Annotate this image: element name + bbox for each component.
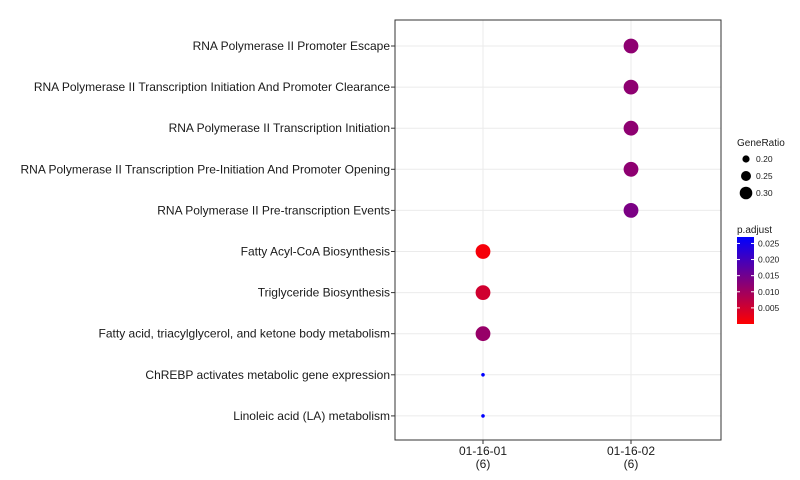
legend-size-key (739, 186, 753, 200)
data-point (475, 244, 491, 259)
data-points (475, 38, 639, 418)
x-tick-label: 01-16-01 (459, 444, 507, 458)
legend-color-label: 0.020 (758, 255, 780, 265)
y-tick-label: Fatty Acyl-CoA Biosynthesis (241, 245, 390, 259)
x-tick-label: 01-16-02 (607, 444, 655, 458)
legend-color-label: 0.025 (758, 238, 780, 248)
x-tick-sublabel: (6) (624, 457, 639, 471)
legend-size-title: GeneRatio (737, 138, 785, 149)
legend-size-key (742, 155, 750, 163)
legend-color-label: 0.010 (758, 287, 780, 297)
legend-gene-ratio: GeneRatio 0.20 0.25 0.30 (737, 138, 785, 200)
legend-color-bar (737, 237, 754, 324)
legend-size-label: 0.25 (756, 171, 773, 181)
y-tick-label: RNA Polymerase II Transcription Initiati… (34, 80, 390, 94)
y-tick-label: RNA Polymerase II Transcription Initiati… (169, 121, 390, 135)
legend-size-key (741, 171, 751, 181)
y-axis: RNA Polymerase II Promoter Escape RNA Pol… (20, 39, 395, 423)
y-tick-label: RNA Polymerase II Pre-transcription Even… (157, 203, 390, 217)
data-point (623, 38, 639, 54)
data-point (623, 120, 639, 136)
legend-color-label: 0.005 (758, 303, 780, 313)
data-point (623, 203, 639, 218)
x-tick-sublabel: (6) (476, 457, 491, 471)
data-point (475, 285, 491, 300)
grid-lines (395, 20, 721, 440)
y-tick-label: Linoleic acid (LA) metabolism (233, 409, 390, 423)
data-point (481, 373, 485, 377)
y-tick-label: RNA Polymerase II Promoter Escape (193, 39, 391, 53)
y-tick-label: Fatty acid, triacylglycerol, and ketone … (99, 327, 390, 341)
legend-color-label: 0.015 (758, 271, 780, 281)
legend-size-label: 0.20 (756, 154, 773, 164)
y-tick-label: Triglyceride Biosynthesis (258, 286, 390, 300)
x-axis: 01-16-01(6)01-16-02(6) (459, 440, 655, 471)
legend-size-label: 0.30 (756, 188, 773, 198)
legend-color-title: p.adjust (737, 225, 772, 236)
data-point (623, 161, 639, 177)
data-point (475, 326, 491, 342)
y-tick-label: RNA Polymerase II Transcription Pre-Init… (20, 162, 390, 176)
legend-p-adjust: p.adjust 0.025 0.020 0.015 0.010 0.005 (737, 225, 780, 324)
y-tick-label: ChREBP activates metabolic gene expressi… (145, 368, 390, 382)
data-point (623, 79, 639, 95)
data-point (481, 414, 485, 418)
plot-panel (394, 19, 722, 441)
